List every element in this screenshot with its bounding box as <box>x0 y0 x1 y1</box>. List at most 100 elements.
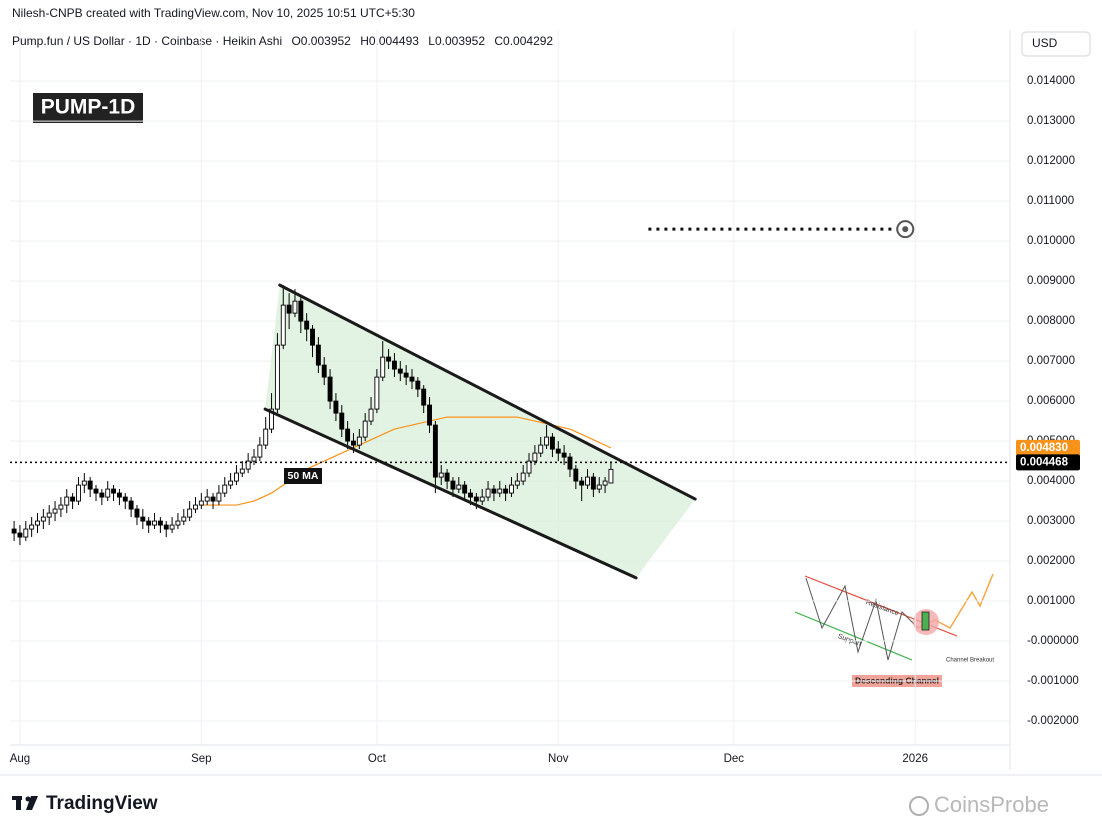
symbol: Pump.fun / US Dollar · 1D · Coinbase · H… <box>12 34 283 48</box>
y-tick-label: -0.000000 <box>1027 635 1079 647</box>
candle-body <box>561 452 567 458</box>
y-tick-label: 0.001000 <box>1027 595 1075 607</box>
y-tick-label: 0.009000 <box>1027 275 1075 287</box>
candle-body <box>456 484 462 490</box>
candle-body <box>409 376 415 382</box>
inset-support <box>794 611 913 661</box>
candle-body <box>274 344 280 410</box>
candle-body <box>356 436 362 446</box>
ohlc-key: L <box>428 34 435 48</box>
candle-body <box>544 436 550 446</box>
candle-body <box>298 300 304 322</box>
axis-layer: 0.014000 0.013000 0.012000 0.011000 0.010000… <box>10 30 1080 770</box>
candle-body <box>386 356 392 362</box>
candle-body <box>216 492 222 502</box>
candle-body <box>432 424 438 478</box>
y-tick-label: 0.007000 <box>1027 355 1075 367</box>
candle-body <box>52 508 58 514</box>
y-tick-label: 0.011000 <box>1027 195 1074 207</box>
candle-body <box>333 400 339 414</box>
candle-body <box>181 516 187 522</box>
candle-body <box>157 520 163 526</box>
candle-body <box>596 484 602 490</box>
currency-box[interactable] <box>1021 31 1091 57</box>
candle-body <box>555 448 561 454</box>
inset-caption: Descending Channel <box>855 675 939 685</box>
ohlc-key: C <box>494 34 504 48</box>
candle-body <box>40 516 46 522</box>
candle-body <box>444 472 450 482</box>
over-layer: 50 MA <box>10 220 1010 580</box>
ma-layer <box>201 416 612 506</box>
candle-body <box>46 512 52 518</box>
candle-body <box>257 444 263 458</box>
candle-body <box>608 468 614 484</box>
candle-body <box>70 496 76 502</box>
target-marker-core <box>902 226 909 233</box>
candle-body <box>263 428 269 446</box>
x-tick-label: Dec <box>724 753 745 765</box>
candle-body <box>321 364 327 378</box>
candle-body <box>222 484 228 494</box>
candle-body <box>58 504 64 510</box>
ohlc-value: 0.004292 <box>503 34 554 48</box>
candle-body <box>233 472 239 482</box>
inset-diagram: Resistance Support Channel Breakout Desc… <box>794 573 994 687</box>
price-label: 0.004830 <box>1020 442 1068 454</box>
inset-label: Resistance <box>865 599 900 617</box>
inset-label: Channel Breakout <box>946 658 994 664</box>
candle-body <box>391 360 397 370</box>
candle-body <box>239 468 245 474</box>
candle-body <box>491 488 497 494</box>
currency[interactable]: USD <box>1032 36 1058 50</box>
price-label-box <box>1016 454 1080 471</box>
y-tick-label: -0.001000 <box>1027 675 1079 687</box>
brand: TradingView <box>46 793 158 814</box>
ohlc-value: 0.003952 <box>300 34 351 48</box>
watermark: CoinsProbe <box>934 792 1049 817</box>
candle-body <box>35 520 40 526</box>
candle-body <box>292 300 298 314</box>
ma-label-box <box>284 468 322 484</box>
candle-body <box>310 328 315 346</box>
candle-body <box>526 460 532 474</box>
candle-body <box>509 484 514 494</box>
candle-body <box>450 480 456 490</box>
channel-upper <box>278 283 697 501</box>
ohlc-value: 0.003952 <box>434 34 486 48</box>
candle-body <box>286 304 292 314</box>
candle-body <box>116 492 122 498</box>
y-tick-label: 0.002000 <box>1027 555 1075 567</box>
candle-body <box>438 472 444 478</box>
channel-layer <box>265 285 696 578</box>
candle-body <box>462 484 468 494</box>
candle-body <box>403 372 409 378</box>
candle-body <box>169 524 175 530</box>
candle-body <box>210 496 216 502</box>
candle-body <box>397 368 403 374</box>
candle-body <box>327 376 333 402</box>
candle-body <box>187 508 193 518</box>
candle-body <box>163 524 169 530</box>
logo-part <box>16 796 21 810</box>
candle-body <box>245 460 251 470</box>
ma-line <box>201 416 612 506</box>
candle-body <box>485 488 491 498</box>
candle-body <box>280 304 286 346</box>
y-tick-label: 0.008000 <box>1027 315 1075 327</box>
candle-body <box>339 412 345 430</box>
candle-body <box>503 488 509 494</box>
candle-body <box>351 440 356 446</box>
candle-body <box>175 520 181 526</box>
credit: Nilesh-CNPB created with TradingView.com… <box>12 6 415 20</box>
title-box <box>31 91 145 125</box>
candle-body <box>585 476 590 486</box>
candle-body <box>204 496 210 502</box>
ohlc-key: H <box>360 34 369 48</box>
chart-title: PUMP-1D <box>41 96 136 119</box>
y-tick-label: 0.013000 <box>1027 115 1075 127</box>
candle-body <box>602 480 608 486</box>
candle-body <box>17 532 23 538</box>
candle-body <box>140 516 146 522</box>
